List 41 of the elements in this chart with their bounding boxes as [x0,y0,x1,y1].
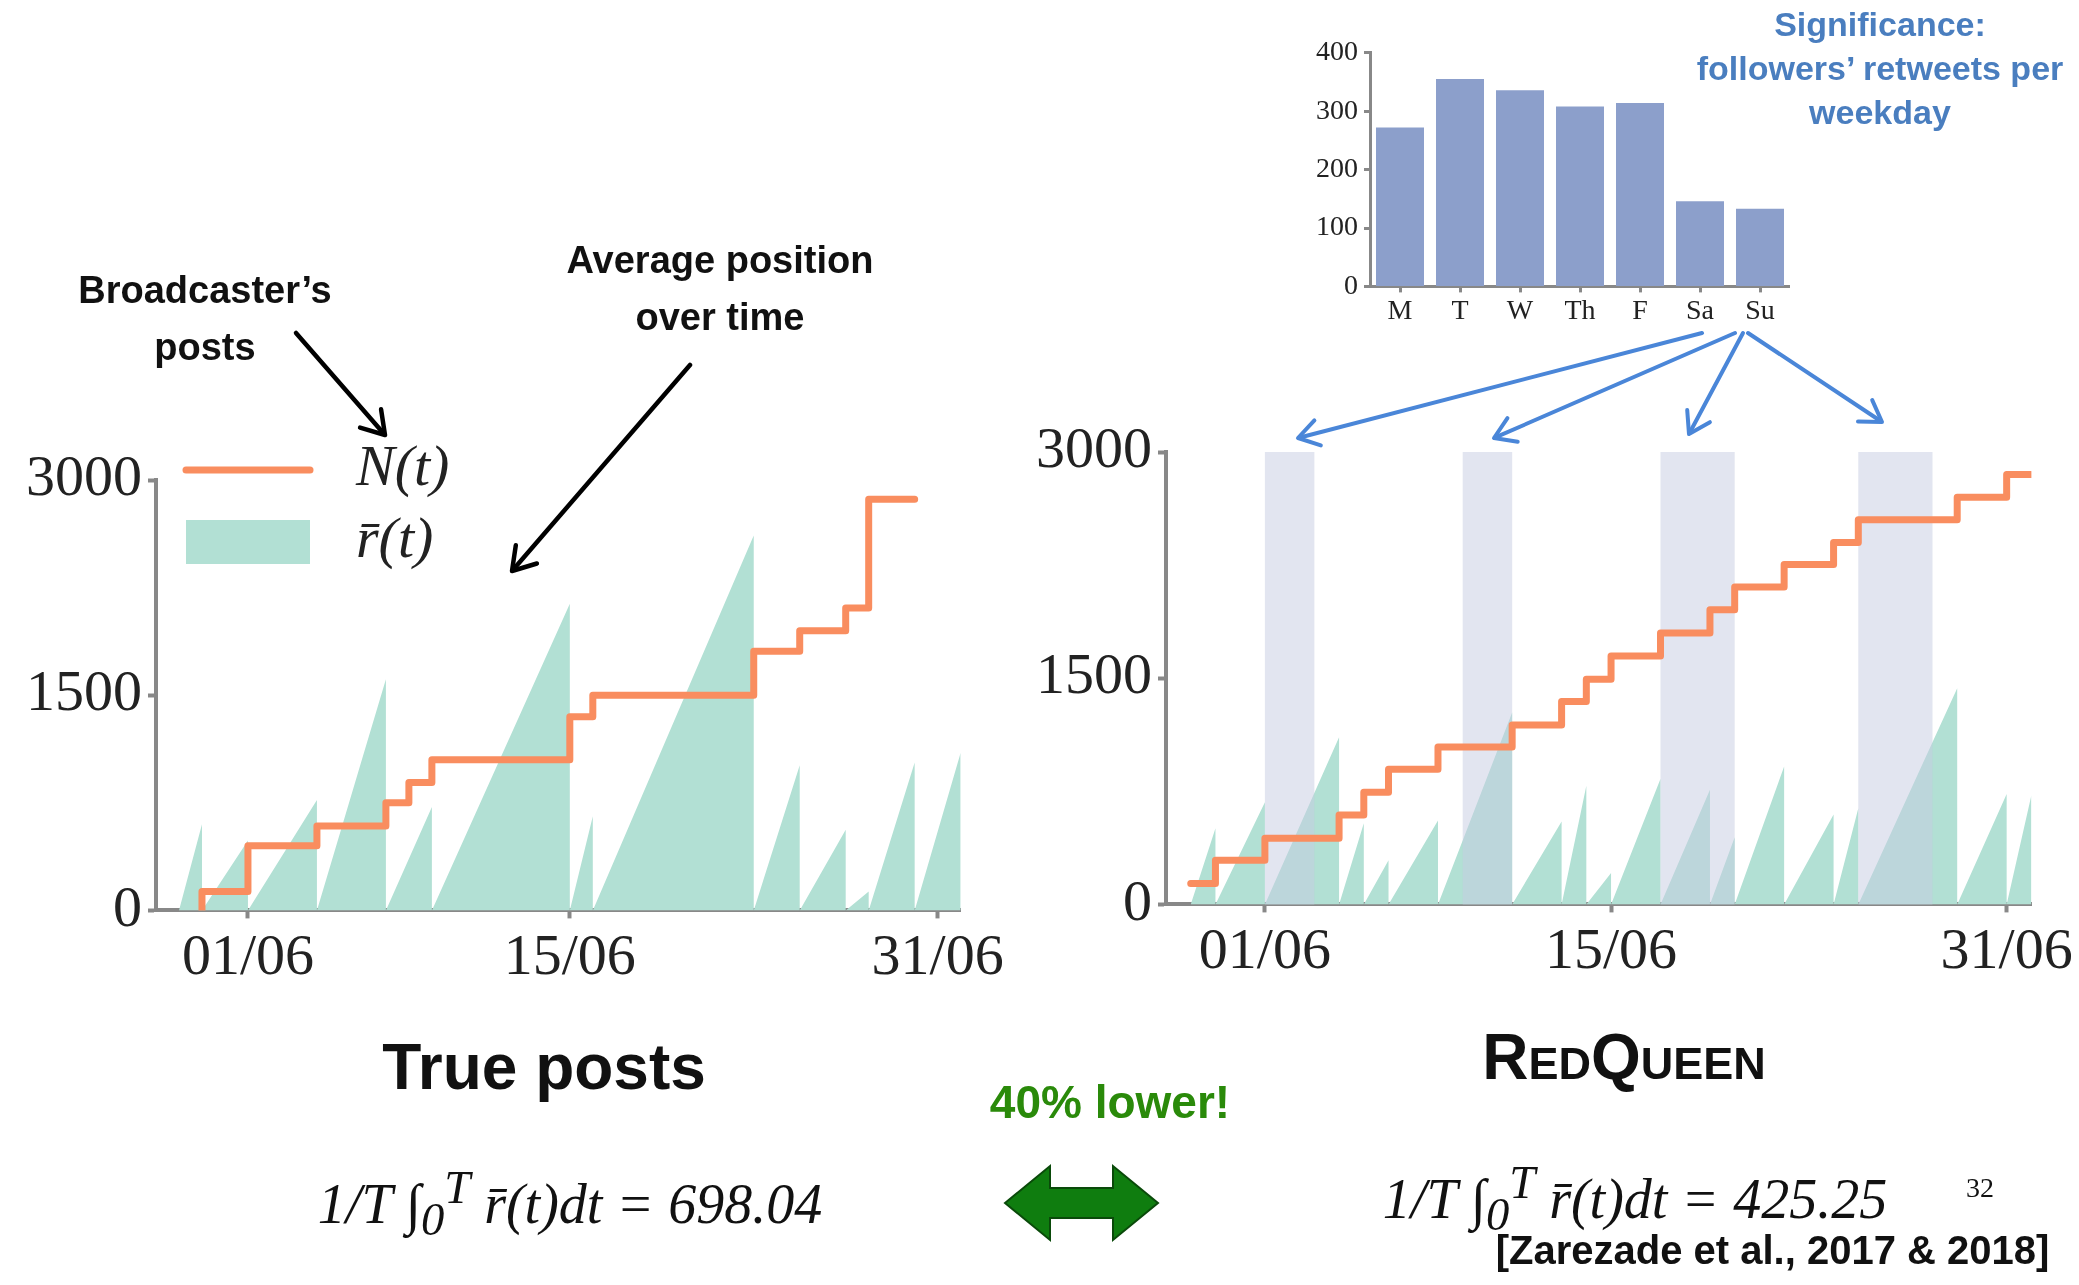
x-tick-label: 31/06 [1940,916,2073,982]
x-tick-label: T [1451,293,1469,325]
y-tick-label: 3000 [1036,415,1152,481]
bar [1676,201,1724,286]
text: 40% lower! [988,1075,1232,1129]
y-tick-label: 400 [1316,35,1358,67]
x-tick-label: M [1387,293,1413,325]
text: Average position over time [565,238,875,340]
text: 32 [1965,1172,1995,1204]
y-tick-label: 3000 [26,443,142,509]
bar [1556,106,1604,286]
legend-label: r̄(t) [356,505,434,571]
x-tick-label: 01/06 [1198,916,1331,982]
y-tick-label: 0 [1123,867,1152,933]
bar [1736,208,1784,286]
bar [1616,103,1664,286]
bar [1436,79,1484,286]
x-tick-label: F [1632,293,1648,325]
x-tick-label: Th [1564,293,1596,325]
x-tick-label: Su [1745,293,1775,325]
text: Broadcaster’s posts [77,268,333,370]
text: 1/T ∫$_{0}$$^{T}$ r̄(t)dt = 698.04 [316,1160,824,1246]
x-tick-label: 01/06 [181,922,315,988]
y-tick-label: 0 [113,873,142,939]
bar [1376,127,1424,286]
bar [1496,90,1544,286]
x-tick-label: Sa [1686,293,1715,325]
text: True posts [381,1030,707,1104]
y-tick-label: 200 [1316,151,1358,183]
x-tick-label: 15/06 [1544,916,1678,982]
text: RedQueen [1481,1020,1767,1094]
y-tick-label: 1500 [1036,641,1152,707]
x-tick-label: 15/06 [503,922,636,988]
y-tick-label: 1500 [26,658,142,724]
y-tick-label: 0 [1344,268,1358,300]
x-tick-label: 31/06 [871,922,1004,988]
y-tick-label: 100 [1316,210,1358,242]
legend-label: N(t) [355,433,450,499]
x-tick-label: W [1506,293,1534,325]
y-tick-label: 300 [1316,93,1358,125]
text: Significance: followers’ retweets per weekday [1695,4,2065,134]
